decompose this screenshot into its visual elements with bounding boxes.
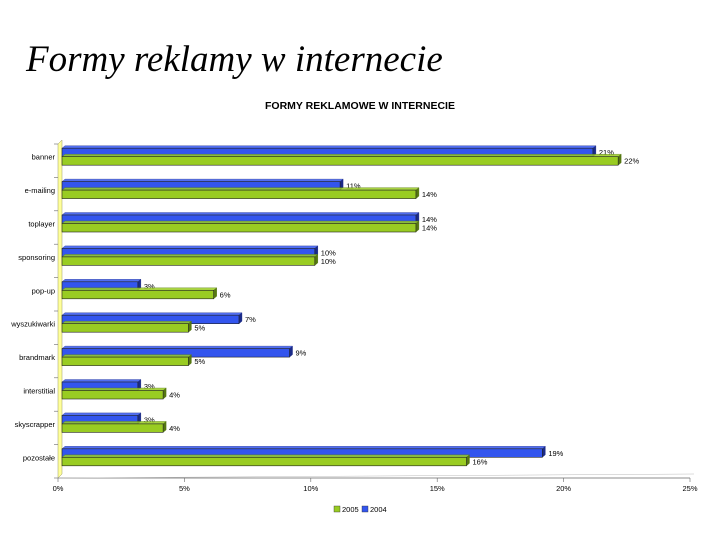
- bar-top-face: [61, 220, 420, 224]
- bar-top-face: [61, 287, 218, 291]
- bar-2005: [61, 256, 316, 266]
- bar-top-face: [61, 345, 294, 349]
- category-label: banner: [32, 153, 56, 162]
- bar-2005: [61, 189, 417, 199]
- data-label: 3%: [144, 282, 155, 291]
- bar-2005: [61, 456, 467, 467]
- bar-top-face: [61, 354, 192, 358]
- category-label: interstitial: [23, 387, 55, 396]
- bar-top-face: [61, 446, 546, 449]
- category-label: sponsoring: [18, 253, 55, 262]
- data-label: 14%: [422, 224, 437, 233]
- legend-swatch-2005: [333, 505, 341, 513]
- bar-2005: [61, 356, 189, 366]
- bar-2005: [61, 390, 164, 400]
- data-label: 14%: [422, 215, 437, 224]
- slide-title: Formy reklamy w internecie: [26, 39, 443, 80]
- legend-label: 2005: [342, 505, 359, 514]
- bar-top-face: [61, 153, 622, 157]
- bar-top-face: [61, 312, 243, 316]
- data-label: 7%: [245, 315, 256, 324]
- data-label: 4%: [169, 424, 180, 433]
- category-label: brandmark: [19, 353, 55, 362]
- bar-top-face: [61, 379, 142, 383]
- data-label: 11%: [346, 182, 361, 191]
- data-label: 4%: [169, 391, 180, 400]
- bar-top-face: [61, 421, 167, 425]
- y-axis-wall: [57, 139, 63, 479]
- x-axis-floor-edge: [57, 473, 695, 479]
- data-label: 16%: [472, 457, 487, 466]
- data-label: 21%: [599, 148, 614, 157]
- data-label: 3%: [144, 415, 155, 424]
- category-label: e-mailing: [25, 186, 55, 195]
- data-label: 6%: [220, 290, 231, 299]
- x-tick-label: 15%: [430, 484, 445, 493]
- category-label: pozostałe: [23, 453, 55, 462]
- bar-top-face: [61, 321, 192, 324]
- category-label: skyscrapper: [15, 420, 56, 429]
- x-tick-label: 20%: [556, 484, 571, 493]
- bar-top-face: [61, 212, 420, 216]
- data-label: 10%: [321, 248, 336, 257]
- bar-top-face: [61, 279, 142, 282]
- bar-2005: [61, 423, 164, 433]
- x-tick-label: 5%: [179, 484, 190, 493]
- x-tick-label: 0%: [53, 484, 64, 493]
- data-label: 5%: [194, 357, 205, 366]
- data-label: 3%: [144, 382, 155, 391]
- bar-top-face: [61, 412, 142, 416]
- bar-top-face: [61, 187, 420, 191]
- bar-top-face: [61, 145, 597, 149]
- legend-label: 2004: [370, 505, 387, 514]
- data-label: 9%: [296, 349, 307, 358]
- chart-title: FORMY REKLAMOWE W INTERNECIE: [265, 100, 455, 112]
- bar-top-face: [61, 245, 319, 249]
- bar-top-face: [61, 454, 471, 458]
- category-label: toplayer: [28, 220, 55, 229]
- category-label: wyszukiwarki: [10, 320, 55, 329]
- bar-2005: [61, 289, 214, 300]
- x-tick-label: 10%: [303, 484, 318, 493]
- data-label: 19%: [548, 449, 563, 458]
- bar-top-face: [61, 178, 344, 182]
- data-label: 22%: [624, 157, 639, 166]
- bar-top-face: [61, 254, 319, 258]
- x-tick-label: 25%: [682, 484, 697, 493]
- legend-swatch-2004: [361, 505, 369, 513]
- bar-2005: [61, 323, 189, 333]
- data-label: 14%: [422, 190, 437, 199]
- bar-top-face: [61, 387, 167, 391]
- bar-2005: [61, 223, 417, 233]
- category-label: pop-up: [32, 286, 55, 295]
- bar-2005: [61, 156, 619, 166]
- data-label: 10%: [321, 257, 336, 266]
- data-label: 5%: [194, 324, 205, 333]
